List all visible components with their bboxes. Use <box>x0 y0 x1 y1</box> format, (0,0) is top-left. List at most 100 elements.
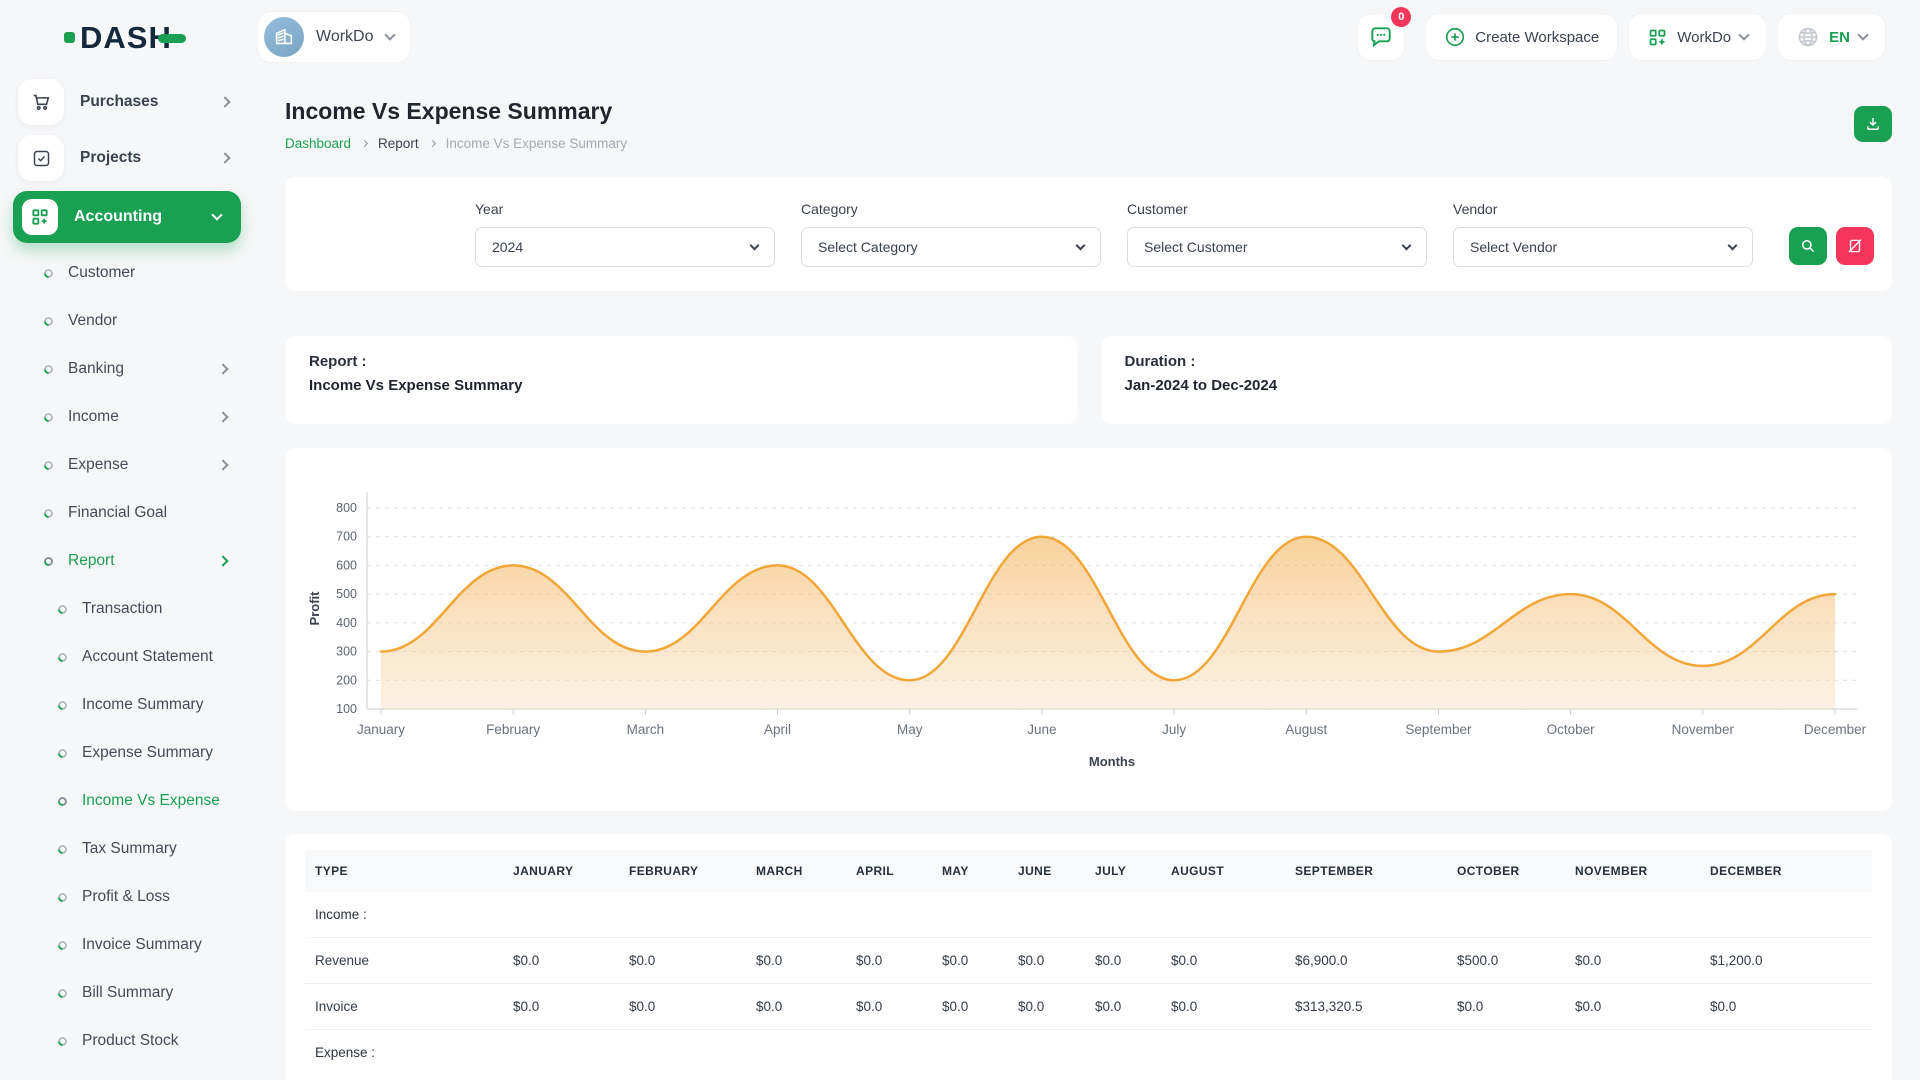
globe-icon <box>1796 25 1820 49</box>
sidebar-item-projects[interactable]: Projects <box>0 130 257 186</box>
sidebar-item-account-statement[interactable]: Account Statement <box>0 633 257 681</box>
value-cell: $313,320.5 <box>1285 984 1447 1030</box>
chevron-down-icon <box>1728 240 1738 250</box>
breadcrumb-dashboard[interactable]: Dashboard <box>285 136 351 151</box>
report-value: Income Vs Expense Summary <box>309 377 1053 394</box>
svg-text:100: 100 <box>336 702 357 716</box>
sidebar-item-income-vs-expense[interactable]: Income Vs Expense <box>0 777 257 825</box>
value-cell: $0.0 <box>1565 984 1700 1030</box>
group-cell: Expense : <box>305 1030 1872 1076</box>
value-cell: $0.0 <box>746 938 846 984</box>
sidebar-item-banking[interactable]: Banking <box>0 345 257 393</box>
sidebar-item-profit-loss[interactable]: Profit & Loss <box>0 873 257 921</box>
chevron-down-icon <box>1402 240 1412 250</box>
messages-button[interactable]: 0 <box>1357 13 1405 61</box>
bullet-icon <box>56 843 69 856</box>
report-table-card: TYPEJANUARYFEBRUARYMARCHAPRILMAYJUNEJULY… <box>285 834 1892 1080</box>
duration-label: Duration : <box>1125 353 1869 370</box>
sidebar-item-label: Accounting <box>74 208 162 226</box>
value-cell: $0.0 <box>1565 938 1700 984</box>
value-cell: $0.0 <box>619 984 746 1030</box>
workspace-switcher-button[interactable]: WorkDo <box>1628 13 1767 61</box>
value-cell: $6,900.0 <box>1285 938 1447 984</box>
column-header: APRIL <box>846 850 932 892</box>
vendor-select-value: Select Vendor <box>1470 239 1557 255</box>
sidebar-item-report[interactable]: Report <box>0 537 257 585</box>
sidebar-item-label: Bill Summary <box>82 984 173 1002</box>
sidebar-item-label: Vendor <box>68 312 117 330</box>
chevron-down-icon <box>1076 240 1086 250</box>
column-header: TYPE <box>305 850 503 892</box>
chevron-down-icon <box>750 240 760 250</box>
sidebar-item-label: Profit & Loss <box>82 888 170 906</box>
sidebar-item-customer[interactable]: Customer <box>0 249 257 297</box>
download-icon <box>1864 115 1882 133</box>
download-button[interactable] <box>1854 106 1892 142</box>
language-selector[interactable]: EN <box>1777 13 1886 61</box>
sidebar-item-bill-summary[interactable]: Bill Summary <box>0 969 257 1017</box>
sidebar-item-cash-flow[interactable]: Cash Flow <box>0 1065 257 1080</box>
chevron-right-icon <box>217 363 228 374</box>
svg-text:March: March <box>627 722 665 737</box>
svg-text:August: August <box>1285 722 1327 737</box>
sidebar-item-tax-summary[interactable]: Tax Summary <box>0 825 257 873</box>
table-group-row: Expense : <box>305 1030 1872 1076</box>
bullet-icon <box>56 1035 69 1048</box>
value-cell: $0.0 <box>746 984 846 1030</box>
sidebar-item-transaction[interactable]: Transaction <box>0 585 257 633</box>
bullet-icon <box>42 459 55 472</box>
category-filter-label: Category <box>801 201 1101 217</box>
column-header: JULY <box>1085 850 1161 892</box>
sidebar-item-purchases[interactable]: Purchases <box>0 74 257 130</box>
value-cell: $0.0 <box>932 984 1008 1030</box>
sidebar-item-invoice-summary[interactable]: Invoice Summary <box>0 921 257 969</box>
column-header: MAY <box>932 850 1008 892</box>
main-content: Income Vs Expense Summary Dashboard Repo… <box>257 74 1920 1080</box>
chevron-right-icon <box>219 152 230 163</box>
breadcrumb-separator-icon <box>429 140 436 147</box>
group-cell: Income : <box>305 892 1872 938</box>
svg-text:February: February <box>486 722 540 737</box>
bullet-icon <box>56 603 69 616</box>
grid-plus-icon <box>1647 27 1668 48</box>
sidebar-item-label: Invoice Summary <box>82 936 202 954</box>
year-select[interactable]: 2024 <box>475 227 775 267</box>
column-header: MARCH <box>746 850 846 892</box>
apply-filter-button[interactable] <box>1789 227 1827 265</box>
vendor-filter: Vendor Select Vendor <box>1453 201 1753 267</box>
sidebar-item-income[interactable]: Income <box>0 393 257 441</box>
duration-value: Jan-2024 to Dec-2024 <box>1125 377 1869 394</box>
app-root: DASH WorkDo 0 Create Workspace WorkDo <box>0 0 1920 1080</box>
sidebar-item-label: Report <box>68 552 115 570</box>
value-cell: $0.0 <box>503 938 619 984</box>
sidebar-item-accounting[interactable]: Accounting <box>13 191 241 243</box>
chevron-right-icon <box>219 96 230 107</box>
create-workspace-button[interactable]: Create Workspace <box>1425 13 1618 61</box>
sidebar-item-product-stock[interactable]: Product Stock <box>0 1017 257 1065</box>
sidebar-item-income-summary[interactable]: Income Summary <box>0 681 257 729</box>
customer-select[interactable]: Select Customer <box>1127 227 1427 267</box>
svg-text:Months: Months <box>1089 754 1135 769</box>
column-header: SEPTEMBER <box>1285 850 1447 892</box>
sidebar-item-financial-goal[interactable]: Financial Goal <box>0 489 257 537</box>
workspace-selector[interactable]: WorkDo <box>257 11 411 63</box>
bullet-icon <box>42 411 55 424</box>
category-select[interactable]: Select Category <box>801 227 1101 267</box>
bullet-icon <box>56 747 69 760</box>
bullet-icon <box>42 507 55 520</box>
chevron-right-icon <box>217 555 228 566</box>
value-cell: $0.0 <box>1085 938 1161 984</box>
customer-select-value: Select Customer <box>1144 239 1247 255</box>
sidebar-item-vendor[interactable]: Vendor <box>0 297 257 345</box>
value-cell: $0.0 <box>1447 984 1565 1030</box>
dash-logo[interactable]: DASH <box>64 22 257 53</box>
sidebar-item-expense-summary[interactable]: Expense Summary <box>0 729 257 777</box>
vendor-select[interactable]: Select Vendor <box>1453 227 1753 267</box>
reset-filter-button[interactable] <box>1836 227 1874 265</box>
svg-text:Profit: Profit <box>307 591 322 626</box>
accounting-submenu: Customer Vendor BankingIncomeExpenseFinanc… <box>0 249 257 585</box>
filter-card: Year 2024 Category Select Category Custo… <box>285 177 1892 291</box>
sidebar-item-expense[interactable]: Expense <box>0 441 257 489</box>
bullet-icon <box>42 363 55 376</box>
sidebar: Purchases Projects Accounting Customer Ve… <box>0 74 257 1080</box>
